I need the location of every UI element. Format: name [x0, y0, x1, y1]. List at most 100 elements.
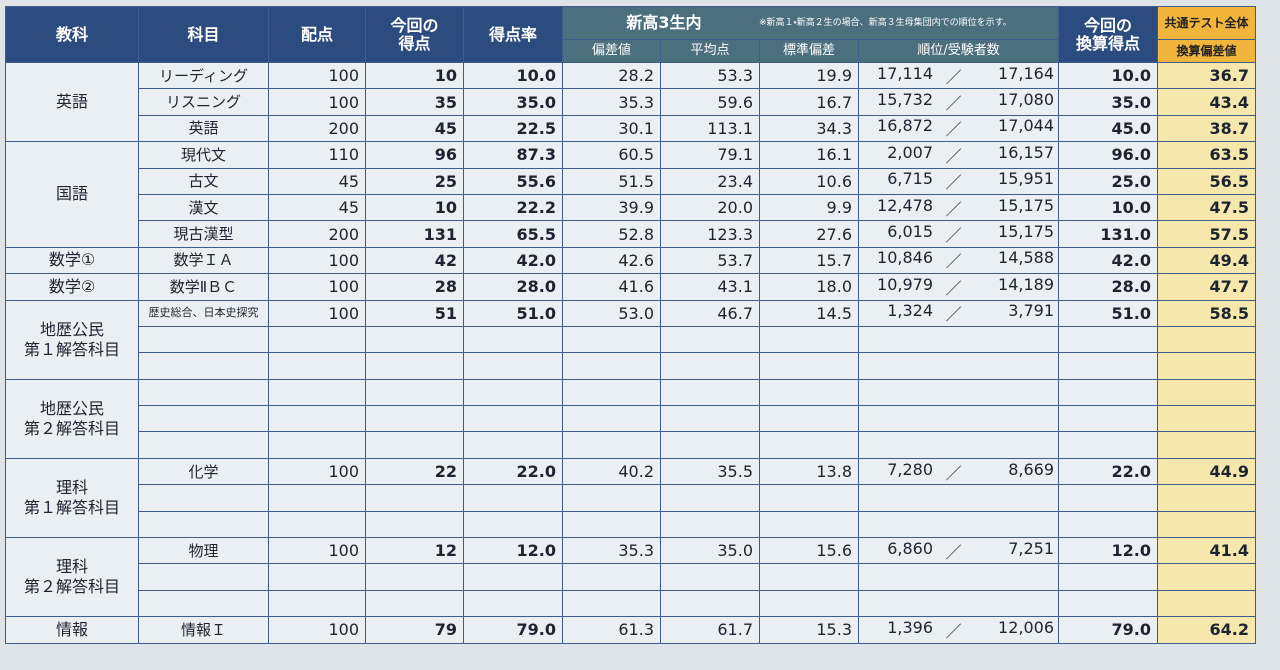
table-header: 教科 科目 配点 今回の 得点 得点率 新高3生内 ※新高１・新高２生の場合、新高… [5, 6, 1257, 63]
table-row: 現古漢型 200 131 65.5 52.8 123.3 27.6 6,015 ／ 15,175 1… [6, 220, 1257, 248]
cell: 9.9 [759, 193, 859, 222]
rank-cell: 6,715 ／ 15,951 [857, 167, 1060, 195]
cell [463, 431, 563, 459]
cell: 35.3 [562, 537, 661, 565]
cell [268, 510, 366, 539]
cell: 53.7 [660, 246, 760, 275]
cell: 35.0 [1058, 88, 1159, 116]
cell [759, 378, 859, 407]
subject: 数学ＩＡ [138, 246, 269, 275]
cell: 96.0 [1058, 141, 1159, 169]
cell [463, 589, 563, 618]
cell: 45 [268, 167, 366, 195]
separator: ／ [945, 226, 962, 246]
cell [365, 431, 464, 459]
examinees: 17,164 [998, 63, 1055, 83]
separator: ／ [945, 278, 962, 298]
separator: ／ [945, 120, 962, 140]
rank-wrap: 16,872 ／ 17,044 [863, 116, 1054, 140]
rank-wrap: 1,396 ／ 12,006 [863, 618, 1054, 642]
table-row [6, 431, 1257, 459]
cell: 200 [268, 220, 366, 248]
cell: 100 [268, 273, 366, 301]
cell [1058, 431, 1159, 459]
cell: 44.9 [1157, 457, 1257, 486]
cell: 63.5 [1157, 141, 1257, 169]
rank: 1,324 [887, 301, 933, 321]
subject [138, 431, 269, 459]
cell: 43.1 [660, 273, 760, 301]
cell: 52.8 [562, 220, 661, 248]
cell: 18.0 [759, 273, 859, 301]
cell: 15.6 [759, 537, 859, 565]
separator: ／ [945, 542, 962, 562]
table-row [6, 325, 1257, 354]
cell [1157, 325, 1257, 354]
table-row: 地歴公民 第１解答科目 歴史総合、日本史探究 100 51 51.0 53.0 46.7 14… [5, 299, 1257, 380]
cell: 131 [365, 220, 464, 248]
subject: 数学ⅡＢＣ [138, 273, 269, 301]
table-row [6, 352, 1257, 380]
subject-area: 英語 [5, 61, 139, 143]
subject [138, 484, 269, 512]
cell: 45 [268, 193, 366, 222]
examinees: 17,044 [998, 116, 1055, 136]
cell [1058, 325, 1159, 354]
cell [562, 563, 661, 591]
cell: 51 [365, 299, 464, 327]
header-row: 偏差値 平均点 標準偏差 順位/受験者数 換算偏差値 [6, 39, 1257, 63]
header-cell: 今回の 得点 [365, 6, 464, 63]
subject-area: 情報 [5, 616, 139, 644]
cell [660, 484, 760, 512]
cell [759, 405, 859, 433]
cell: 13.8 [759, 457, 859, 486]
examinees: 3,791 [1008, 301, 1055, 321]
rank-cell [857, 563, 1060, 591]
rank-cell: 2,007 ／ 16,157 [857, 141, 1060, 169]
header-cell: 今回の 換算得点 [1058, 6, 1159, 63]
score-table: 教科 科目 配点 今回の 得点 得点率 新高3生内 ※新高１・新高２生の場合、新高… [5, 6, 1257, 644]
rank-wrap: 6,015 ／ 15,175 [863, 222, 1054, 246]
cell [268, 378, 366, 407]
cell [660, 325, 760, 354]
subject-area: 理科 第２解答科目 [5, 537, 139, 618]
table-row: 数学① 数学ＩＡ 100 42 42.0 42.6 53.7 15.7 10,846 ／ 14,58… [5, 246, 1257, 275]
cell [759, 510, 859, 539]
table-body: 英語 リーディング 100 10 10.0 28.2 53.3 19.9 17,114 ／ 17,1… [5, 61, 1257, 644]
table-row: 漢文 45 10 22.2 39.9 20.0 9.9 12,478 ／ 15,175 10.0 47… [6, 193, 1257, 222]
header-cell: 共通テスト全体 [1157, 6, 1257, 40]
separator: ／ [945, 173, 962, 193]
rank-cell [857, 431, 1060, 459]
cell [463, 325, 563, 354]
rank-wrap: 6,715 ／ 15,951 [863, 169, 1054, 193]
cell [268, 352, 366, 380]
cell: 42.0 [463, 246, 563, 275]
cell [463, 352, 563, 380]
subject [138, 378, 269, 407]
examinees: 15,175 [998, 195, 1055, 215]
cell: 56.5 [1157, 167, 1257, 195]
rank-cell: 1,396 ／ 12,006 [857, 616, 1060, 644]
cell: 58.5 [1157, 299, 1257, 327]
group-title-wrap: 新高3生内 ※新高１・新高２生の場合、新高３生母集団内での順位を示す。 [569, 14, 1052, 32]
header-cell: 平均点 [660, 39, 760, 63]
cell: 100 [268, 457, 366, 486]
rank: 15,732 [877, 90, 933, 110]
cell [562, 405, 661, 433]
subject: 歴史総合、日本史探究 [138, 299, 269, 327]
cell [365, 589, 464, 618]
subject: 英語 [138, 114, 269, 143]
table-row [6, 510, 1257, 539]
cell [268, 431, 366, 459]
cell: 28 [365, 273, 464, 301]
cell: 28.0 [1058, 273, 1159, 301]
cell: 79.1 [660, 141, 760, 169]
group-note: ※新高１・新高２生の場合、新高３生母集団内での順位を示す。 [759, 18, 1012, 28]
cell: 35.5 [660, 457, 760, 486]
cell: 53.0 [562, 299, 661, 327]
cell: 61.3 [562, 616, 661, 644]
cell: 42.0 [1058, 246, 1159, 275]
cell: 28.2 [562, 61, 661, 90]
cell: 38.7 [1157, 114, 1257, 143]
